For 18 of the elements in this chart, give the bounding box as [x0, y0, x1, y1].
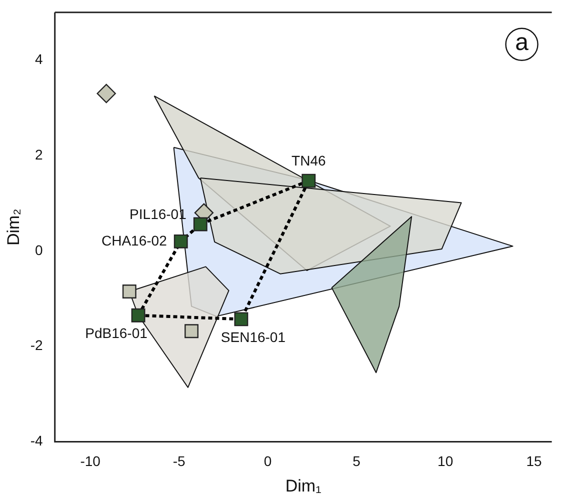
annotation: CHA16-02: [101, 232, 168, 248]
y-tick-label: -4: [30, 432, 44, 449]
y-tick-label: 0: [35, 242, 44, 258]
annotation: PdB16-01: [85, 325, 148, 342]
x-tick-label: 0: [264, 453, 272, 470]
x-tick-label: -10: [80, 453, 101, 470]
y-tick-label: 2: [35, 146, 44, 162]
annotation: a: [515, 29, 530, 56]
annotation: SEN16-01: [220, 329, 286, 346]
x-tick-label: -5: [172, 453, 186, 470]
x-tick-label: 10: [438, 453, 454, 470]
y-axis-title: Dim₂: [4, 208, 23, 246]
x-tick-label: 5: [352, 453, 361, 470]
x-tick-label: 15: [526, 453, 542, 470]
y-tick-label: -2: [30, 337, 44, 354]
annotation: TN46: [292, 152, 326, 169]
x-axis-title: Dim₁: [285, 476, 322, 496]
y-tick-label: 4: [35, 50, 44, 67]
